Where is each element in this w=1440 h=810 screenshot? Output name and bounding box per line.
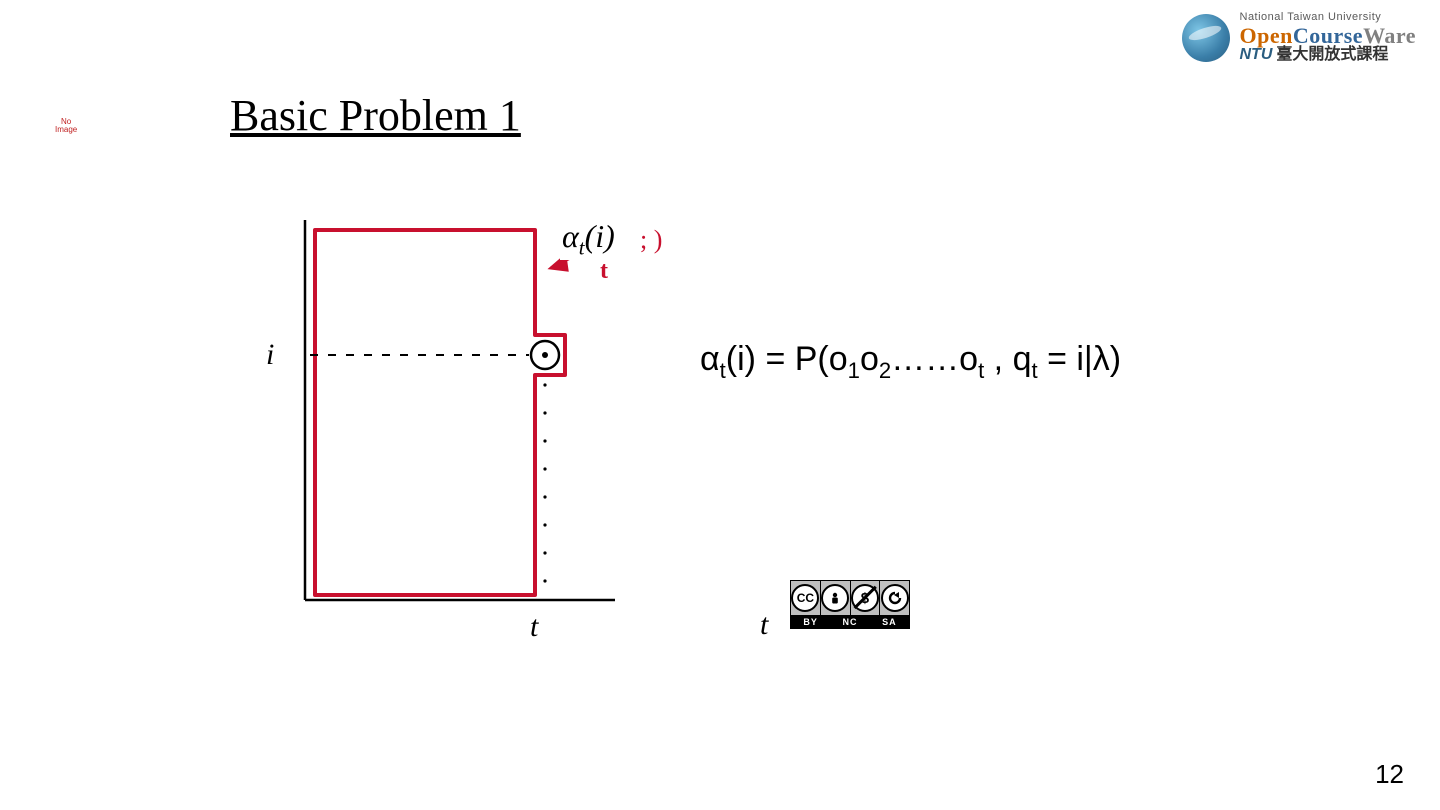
cc-strip-by: BY [803, 617, 818, 627]
f-o: o [860, 340, 879, 378]
cc-license-badge: CC $ BY NC SA [790, 580, 910, 629]
nc-icon: $ [851, 584, 879, 612]
f-lambda: λ [1093, 340, 1110, 378]
logo-line3-prefix: NTU [1240, 46, 1273, 63]
handwritten-iparen: ; ) [640, 225, 662, 255]
f-dots: ……o [891, 340, 978, 378]
f-sub1: 1 [848, 358, 860, 383]
sa-icon [881, 584, 909, 612]
by-icon [821, 584, 849, 612]
logo-line2b: Course [1293, 23, 1363, 48]
f-open: (i) = P(o [726, 340, 848, 378]
page-title: Basic Problem 1 [230, 90, 521, 141]
logo-text: National Taiwan University OpenCourseWar… [1240, 12, 1417, 63]
no-image-badge: No Image [55, 118, 77, 135]
f-sub2: 2 [879, 358, 891, 383]
y-axis-label-i: i [266, 338, 274, 372]
alpha-char: α [562, 218, 579, 254]
cc-icon: CC [791, 584, 819, 612]
handwritten-t: t [600, 258, 608, 285]
state-node [531, 341, 559, 369]
no-image-line2: Image [55, 125, 77, 134]
logo-line2c: Ware [1363, 23, 1416, 48]
logo-line2a: Open [1240, 23, 1293, 48]
cc-strip-sa: SA [882, 617, 897, 627]
f-alpha: α [700, 340, 720, 378]
cc-strip-nc: NC [843, 617, 858, 627]
red-region [315, 230, 565, 595]
alpha-label: αt(i) [560, 218, 617, 260]
x-axis-label-t-2: t [760, 608, 768, 642]
logo-line3: 臺大開放式課程 [1276, 46, 1388, 63]
f-eq: = i| [1038, 340, 1093, 378]
alpha-arg: (i) [585, 218, 615, 254]
f-close: ) [1110, 340, 1121, 378]
forward-prob-formula: αt(i) = P(o1o2……ot , qt = i|λ) [700, 340, 1121, 384]
ocw-logo: National Taiwan University OpenCourseWar… [1182, 12, 1417, 63]
f-mid: , q [984, 340, 1031, 378]
axes [305, 220, 615, 600]
vertical-dots [543, 383, 546, 582]
page-number: 12 [1375, 759, 1404, 790]
globe-icon [1182, 14, 1230, 62]
trellis-diagram [255, 200, 635, 640]
x-axis-label-t-1: t [530, 610, 538, 644]
